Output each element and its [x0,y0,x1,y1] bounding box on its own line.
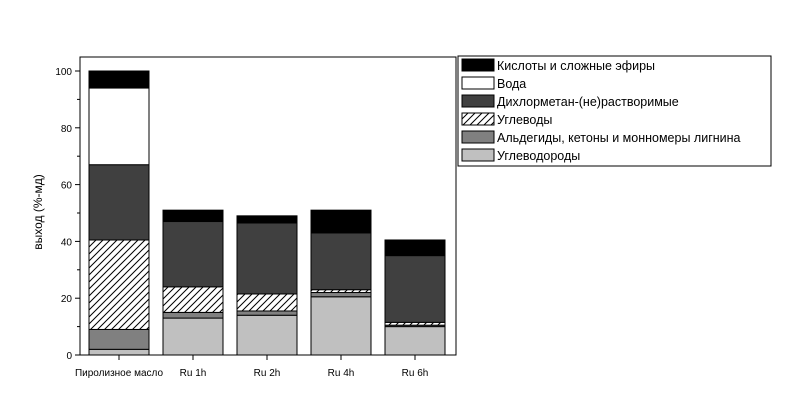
bars-layer [88,70,446,356]
x-tick-label: Ru 1h [180,368,207,379]
bar-segment [236,314,298,356]
bar-segment [88,239,150,330]
legend-swatch [461,130,495,144]
y-tick-label: 20 [61,294,73,305]
bar-segment [162,311,224,319]
legend-swatch [461,76,495,90]
bar-segment [236,310,298,316]
legend: Кислоты и сложные эфиры Вода Дихлорметан-(… [457,55,772,167]
y-axis-label: выход (%-мд) [31,174,45,250]
legend-swatch [461,112,495,126]
legend-frame [457,55,772,167]
y-tick-label: 80 [61,124,73,135]
bar-segment [310,232,372,291]
legend-label: Дихлорметан-(не)растворимые [497,95,679,109]
bar-segment [236,293,298,312]
y-tick-label: 0 [66,351,72,362]
bar-segment [310,209,372,234]
bar-segment [88,164,150,241]
legend-label: Вода [497,77,526,91]
x-tick-label: Ru 2h [254,368,281,379]
legend-label: Кислоты и сложные эфиры [497,59,655,73]
bar-segment [88,348,150,356]
legend-swatch [461,94,495,108]
x-tick-label: Ru 4h [328,368,355,379]
bar-segment [162,286,224,313]
bar-segment [88,70,150,89]
bar-segment [236,215,298,224]
bar-segment [310,292,372,298]
legend-swatch [461,148,495,162]
bar-segment [162,317,224,356]
y-tick-label: 100 [55,67,72,78]
y-tick-label: 60 [61,181,73,192]
x-tick-label: Пиролизное масло [75,368,163,379]
bar-segment [384,239,446,257]
bar-segment [236,222,298,295]
bar-segment [88,87,150,166]
legend-label: Углеводороды [497,149,580,163]
x-tick-label: Ru 6h [402,368,429,379]
bar-segment [384,255,446,323]
bar-segment [162,209,224,223]
bar-segment [310,296,372,356]
legend-swatch [461,58,495,72]
legend-label: Углеводы [497,113,552,127]
bar-segment [88,328,150,350]
bar-segment [384,326,446,356]
legend-label: Альдегиды, кетоны и монномеры лигнина [497,131,741,145]
y-tick-label: 40 [61,237,73,248]
bar-segment [162,221,224,288]
